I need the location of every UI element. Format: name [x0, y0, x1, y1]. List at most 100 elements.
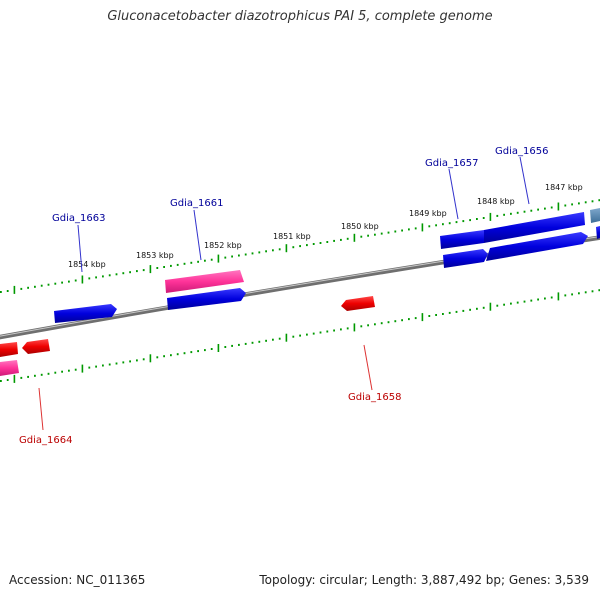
- reverse-scale-minor-tick: [40, 373, 43, 376]
- forward-scale-minor-tick: [591, 200, 594, 203]
- accession-label: Accession: NC_011365: [9, 573, 146, 587]
- reverse-scale-major-tick: [81, 364, 84, 373]
- forward-scale-minor-tick: [204, 259, 206, 262]
- gene-gdia-1661[interactable]: [167, 288, 246, 310]
- reverse-scale-minor-tick: [292, 335, 295, 338]
- forward-scale-minor-tick: [455, 221, 458, 224]
- forward-scale-minor-tick: [510, 212, 512, 215]
- reverse-scale-minor-tick: [54, 371, 57, 374]
- reverse-scale-minor-tick: [306, 333, 308, 336]
- scale-label-1853: 1853 kbp: [136, 251, 174, 260]
- gene-gdia-1665[interactable]: [22, 339, 50, 354]
- forward-scale-minor-tick: [537, 208, 539, 211]
- gene-label-gdia-1658[interactable]: Gdia_1658: [348, 392, 401, 403]
- gene-gdia-1657-b[interactable]: [443, 249, 488, 268]
- gene-gdia-1662[interactable]: [165, 270, 244, 293]
- reverse-scale-minor-tick: [414, 317, 417, 320]
- forward-scale-major-tick: [285, 244, 288, 253]
- reverse-scale-minor-tick: [6, 379, 9, 381]
- forward-scale-minor-tick: [6, 290, 9, 292]
- forward-scale-major-tick: [557, 202, 560, 211]
- leader-gdia-1658: [363, 344, 373, 391]
- forward-scale-minor-tick: [299, 245, 301, 248]
- forward-scale-minor-tick: [20, 287, 23, 290]
- gene-label-gdia-1656[interactable]: Gdia_1656: [495, 146, 548, 157]
- forward-scale-minor-tick: [476, 218, 478, 220]
- reverse-scale-minor-tick: [584, 291, 587, 294]
- forward-scale-minor-tick: [74, 279, 77, 282]
- forward-scale-minor-tick: [61, 281, 63, 284]
- forward-scale-minor-tick: [176, 263, 179, 266]
- reverse-scale-minor-tick: [312, 332, 315, 335]
- gene-label-gdia-1663[interactable]: Gdia_1663: [52, 213, 105, 224]
- reverse-scale-minor-tick: [170, 354, 172, 357]
- reverse-scale-minor-tick: [571, 293, 573, 296]
- forward-scale-major-tick: [81, 275, 84, 284]
- reverse-scale-minor-tick: [516, 301, 519, 304]
- forward-scale-minor-tick: [272, 249, 274, 252]
- forward-scale-major-tick: [149, 265, 152, 274]
- reverse-scale-major-tick: [13, 374, 16, 383]
- gene-partial-left-pink[interactable]: [0, 360, 19, 376]
- forward-scale-minor-tick: [598, 199, 600, 202]
- forward-scale-minor-tick: [530, 209, 533, 212]
- gene-gdia-1664[interactable]: [0, 342, 18, 357]
- forward-scale-minor-tick: [108, 274, 111, 277]
- gene-gdia-1656[interactable]: [484, 212, 585, 243]
- reverse-scale-minor-tick: [244, 342, 247, 345]
- forward-scale-minor-tick: [319, 242, 322, 244]
- forward-scale-minor-tick: [401, 229, 403, 232]
- forward-scale-minor-tick: [129, 271, 131, 274]
- map-title: Gluconacetobacter diazotrophicus PAI 5, …: [107, 9, 493, 24]
- reverse-scale-minor-tick: [462, 309, 465, 312]
- reverse-scale-minor-tick: [231, 344, 233, 347]
- reverse-scale-minor-tick: [374, 323, 376, 326]
- forward-scale-minor-tick: [523, 210, 526, 213]
- leader-gdia-1657: [448, 168, 459, 220]
- reverse-scale-minor-tick: [156, 356, 159, 359]
- forward-scale-minor-tick: [68, 280, 70, 283]
- reverse-scale-minor-tick: [183, 352, 186, 355]
- forward-scale-minor-tick: [258, 251, 261, 254]
- reverse-scale-minor-tick: [496, 304, 499, 307]
- gene-partial-right-steel[interactable]: [590, 208, 600, 223]
- reverse-scale-minor-tick: [408, 318, 410, 321]
- reverse-scale-minor-tick: [108, 363, 111, 366]
- forward-scale-minor-tick: [34, 285, 36, 288]
- forward-scale-minor-tick: [306, 244, 308, 247]
- forward-scale-minor-tick: [428, 225, 431, 228]
- reverse-scale-minor-tick: [20, 376, 23, 379]
- gene-gdia-1663[interactable]: [54, 304, 117, 323]
- reverse-scale-minor-tick: [435, 314, 437, 316]
- gene-label-gdia-1657[interactable]: Gdia_1657: [425, 158, 478, 169]
- reverse-scale-major-tick: [489, 302, 492, 311]
- reverse-scale-minor-tick: [197, 350, 199, 353]
- reverse-scale-minor-tick: [367, 324, 369, 327]
- forward-scale-ticks: [0, 199, 600, 294]
- reverse-scale-minor-tick: [510, 302, 512, 305]
- forward-scale-minor-tick: [346, 237, 349, 240]
- leader-gdia-1656: [519, 156, 530, 205]
- gene-gdia-1658[interactable]: [341, 296, 375, 311]
- gene-partial-right-blue[interactable]: [596, 226, 600, 239]
- forward-scale-minor-tick: [40, 284, 43, 287]
- gene-label-gdia-1664[interactable]: Gdia_1664: [19, 435, 72, 446]
- gene-gdia-1655[interactable]: [486, 232, 588, 261]
- forward-scale-minor-tick: [326, 241, 329, 243]
- forward-scale-minor-tick: [482, 217, 485, 219]
- gene-gdia-1657-a[interactable]: [440, 230, 484, 249]
- gene-label-gdia-1661[interactable]: Gdia_1661: [170, 198, 223, 209]
- reverse-scale-minor-tick: [27, 375, 29, 378]
- reverse-scale-minor-tick: [380, 322, 383, 325]
- forward-scale-minor-tick: [469, 219, 471, 222]
- leader-gdia-1661: [193, 209, 202, 261]
- forward-scale-minor-tick: [292, 246, 295, 249]
- reverse-scale-minor-tick: [482, 306, 485, 309]
- reverse-scale-minor-tick: [346, 327, 349, 330]
- forward-scale-minor-tick: [462, 220, 465, 223]
- reverse-scale-minor-tick: [401, 319, 403, 322]
- reverse-scale-minor-tick: [360, 325, 363, 328]
- reverse-scale-minor-tick: [544, 297, 546, 300]
- forward-scale-major-tick: [13, 285, 16, 294]
